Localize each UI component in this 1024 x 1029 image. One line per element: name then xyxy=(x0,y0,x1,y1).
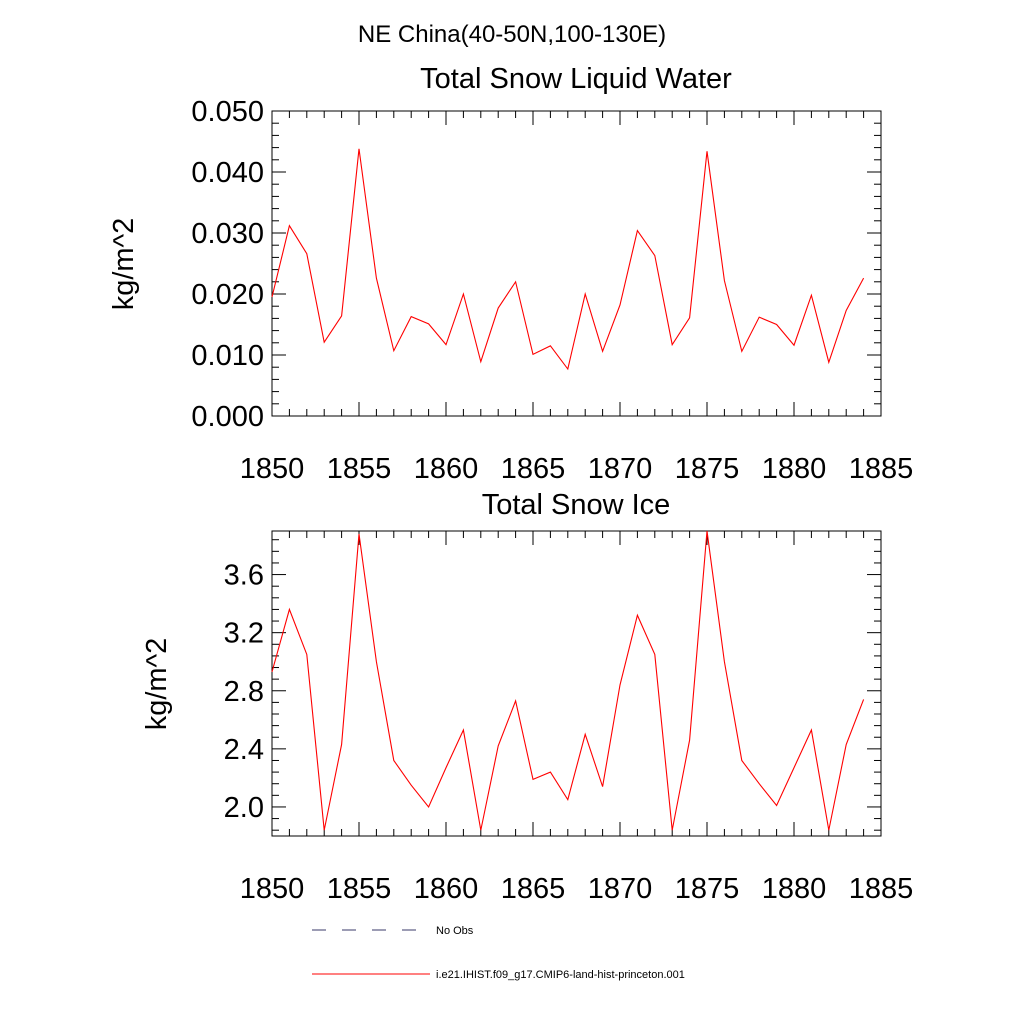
x-tick-label: 1865 xyxy=(501,453,566,485)
panel-title: Total Snow Ice xyxy=(482,489,671,521)
y-tick-label: 3.6 xyxy=(224,560,264,592)
x-tick-label: 1865 xyxy=(501,873,566,905)
x-tick-label: 1870 xyxy=(588,453,653,485)
y-tick-label: 3.2 xyxy=(224,618,264,650)
legend-label: i.e21.IHIST.f09_g17.CMIP6-land-hist-prin… xyxy=(436,969,685,981)
x-tick-label: 1875 xyxy=(675,453,740,485)
y-tick-label: 0.050 xyxy=(191,96,264,128)
panel-snow-liquid-water: Total Snow Liquid Water kg/m^2 1850 1855 1… xyxy=(108,63,913,485)
y-tick-label: 2.4 xyxy=(224,734,264,766)
panel-snow-ice: Total Snow Ice kg/m^2 1850 1855 1860 1865 18… xyxy=(141,489,913,905)
y-tick-label: 2.0 xyxy=(224,792,264,824)
y-axis-label: kg/m^2 xyxy=(141,638,173,731)
x-tick-label: 1870 xyxy=(588,873,653,905)
legend: No Obs i.e21.IHIST.f09_g17.CMIP6-land-hi… xyxy=(312,925,685,981)
y-tick-label: 0.000 xyxy=(191,401,264,433)
x-tick-label: 1860 xyxy=(414,873,479,905)
panel-title: Total Snow Liquid Water xyxy=(420,63,732,95)
y-tick-label: 0.040 xyxy=(191,157,264,189)
x-tick-label: 1855 xyxy=(327,873,392,905)
x-tick-label: 1880 xyxy=(762,873,827,905)
plot-frame xyxy=(271,110,882,417)
x-tick-label: 1860 xyxy=(414,453,479,485)
y-tick-label: 0.030 xyxy=(191,218,264,250)
x-tick-label: 1875 xyxy=(675,873,740,905)
x-tick-label: 1885 xyxy=(849,873,914,905)
legend-label: No Obs xyxy=(436,925,474,937)
series-line xyxy=(271,530,865,831)
x-tick-label: 1880 xyxy=(762,453,827,485)
x-tick-label: 1850 xyxy=(240,873,305,905)
series-line xyxy=(271,148,865,371)
x-tick-label: 1855 xyxy=(327,453,392,485)
x-tick-label: 1850 xyxy=(240,453,305,485)
plot-frame xyxy=(271,530,882,837)
y-tick-label: 2.8 xyxy=(224,676,264,708)
x-tick-label: 1885 xyxy=(849,453,914,485)
page-title: NE China(40-50N,100-130E) xyxy=(358,21,666,48)
y-tick-label: 0.020 xyxy=(191,279,264,311)
y-tick-label: 0.010 xyxy=(191,340,264,372)
y-axis-label: kg/m^2 xyxy=(108,218,140,311)
